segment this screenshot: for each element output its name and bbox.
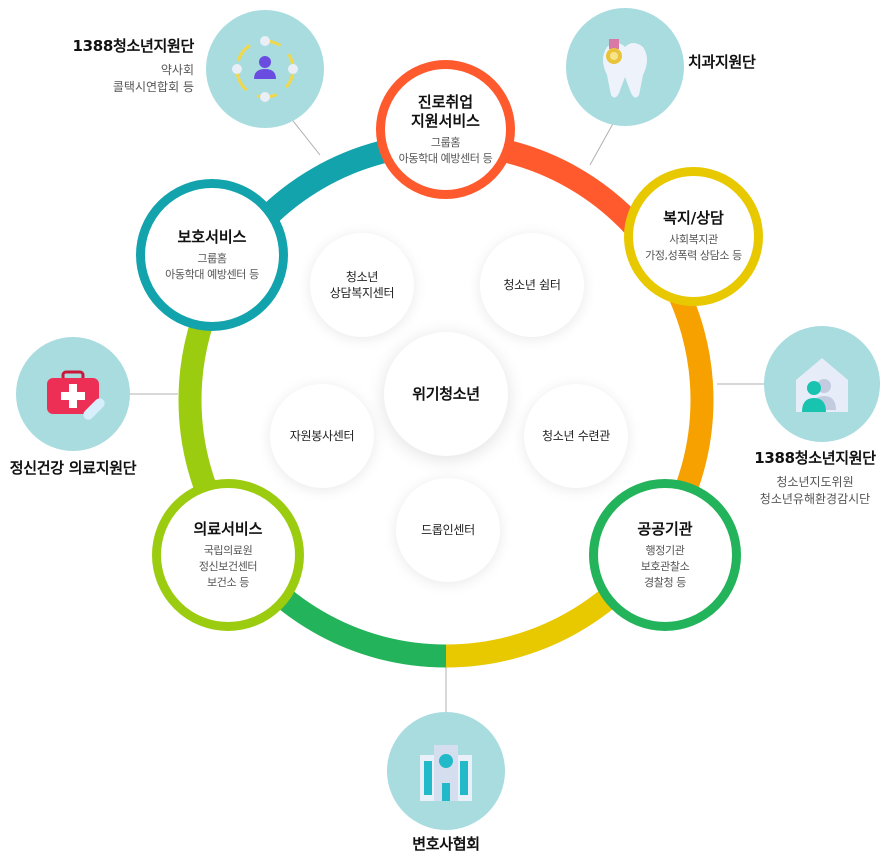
tooth-medal-icon (566, 8, 684, 126)
label-right: 1388청소년지원단 청소년지도위원 청소년유해환경감시단 (740, 448, 890, 508)
node-welfare: 복지/상담 사회복지관 가정,성폭력 상담소 등 (624, 167, 763, 306)
inner-dropin-center: 드롭인센터 (396, 478, 500, 582)
node-medical-title: 의료서비스 (193, 519, 263, 538)
label-bottom-title: 변호사협회 (412, 835, 480, 853)
label-left: 정신건강 의료지원단 (0, 458, 146, 478)
node-career-title: 진로취업 지원서비스 (410, 92, 480, 130)
building-icon (387, 712, 505, 830)
first-aid-kit-icon (16, 337, 130, 451)
node-protect: 보호서비스 그룹홈 아동학대 예방센터 등 (136, 179, 288, 331)
node-protect-title: 보호서비스 (177, 227, 247, 246)
label-left-title: 정신건강 의료지원단 (9, 459, 137, 477)
node-public: 공공기관 행정기관 보호관찰소 경찰청 등 (589, 479, 741, 631)
center-crisis-youth: 위기청소년 (384, 332, 508, 456)
label-top-left: 1388청소년지원단 약사회 콜택시연합회 등 (36, 36, 194, 96)
node-medical: 의료서비스 국립의료원 정신보건센터 보건소 등 (152, 479, 304, 631)
label-right-sub: 청소년지도위원 청소년유해환경감시단 (759, 475, 871, 506)
house-person-icon (764, 326, 880, 442)
label-top-left-title: 1388청소년지원단 (72, 37, 194, 55)
inner-training-center: 청소년 수련관 (524, 384, 628, 488)
label-top-right-title: 치과지원단 (688, 53, 756, 71)
label-top-right: 치과지원단 (688, 52, 788, 72)
node-welfare-sub: 사회복지관 가정,성폭력 상담소 등 (645, 233, 742, 262)
label-right-title: 1388청소년지원단 (754, 449, 876, 467)
label-bottom: 변호사협회 (376, 834, 516, 854)
node-protect-sub: 그룹홈 아동학대 예방센터 등 (165, 251, 259, 281)
node-career: 진로취업 지원서비스 그룹홈 아동학대 예방센터 등 (376, 60, 515, 199)
people-network-icon (206, 10, 324, 128)
label-top-left-sub: 약사회 콜택시연합회 등 (112, 63, 194, 94)
node-public-sub: 행정기관 보호관찰소 경찰청 등 (640, 543, 690, 589)
node-welfare-title: 복지/상담 (663, 209, 724, 227)
node-medical-sub: 국립의료원 정신보건센터 보건소 등 (198, 543, 258, 589)
connector-top-right (589, 119, 616, 166)
inner-counsel-center: 청소년 상담복지센터 (310, 233, 414, 337)
inner-youth-shelter: 청소년 쉼터 (480, 233, 584, 337)
node-career-sub: 그룹홈 아동학대 예방센터 등 (398, 135, 493, 165)
node-public-title: 공공기관 (637, 519, 693, 538)
inner-volunteer-center: 자원봉사센터 (270, 384, 374, 488)
